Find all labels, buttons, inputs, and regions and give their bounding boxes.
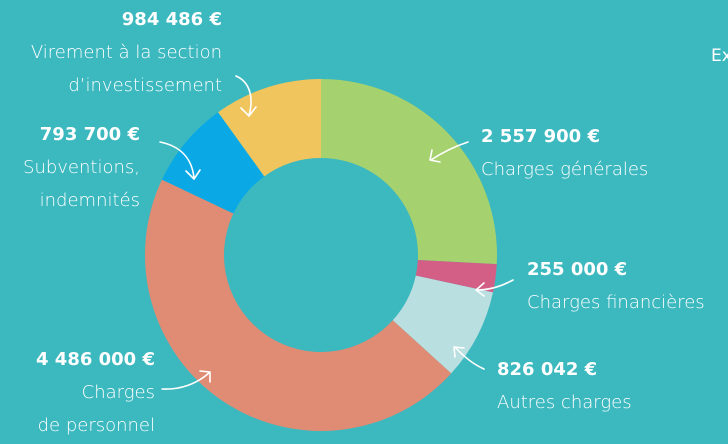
slice	[321, 79, 498, 265]
slice	[415, 260, 497, 293]
slice	[161, 112, 265, 214]
arrow	[453, 346, 485, 370]
value-label: 4 486 000 €	[36, 349, 155, 370]
donut	[144, 79, 498, 432]
category-label: Charges de personnel	[37, 382, 155, 436]
slice	[218, 79, 321, 177]
value-label: 2 557 900 €	[481, 126, 600, 147]
slice-label: 2 557 900 € Charges générales	[481, 120, 648, 186]
arrow	[475, 279, 514, 297]
slice	[392, 275, 493, 374]
value-label: 984 486 €	[121, 9, 222, 30]
slice	[144, 179, 452, 432]
arrow	[235, 75, 257, 117]
category-label: Charges générales	[481, 159, 649, 180]
arrow	[429, 141, 469, 163]
annotation: Ex	[711, 46, 728, 66]
value-label: 793 700 €	[39, 124, 140, 145]
value-label: 826 042 €	[497, 359, 598, 380]
arrow	[159, 141, 201, 180]
category-label: Charges financières	[527, 292, 705, 313]
arrows	[159, 75, 514, 390]
slice-label: 793 700 € Subventions, indemnités	[23, 118, 140, 217]
category-label: Subventions, indemnités	[23, 157, 140, 211]
slice-label: 255 000 € Charges financières	[527, 253, 705, 319]
slice-label: 984 486 € Virement à la section d’investi…	[31, 3, 222, 102]
slice-label: 826 042 € Autres charges	[497, 353, 632, 419]
category-label: Autres charges	[497, 392, 632, 413]
value-label: 255 000 €	[527, 259, 628, 280]
arrow	[161, 370, 211, 390]
slice-label: 4 486 000 € Charges de personnel	[36, 343, 155, 442]
category-label: Virement à la section d’investissement	[30, 42, 222, 96]
